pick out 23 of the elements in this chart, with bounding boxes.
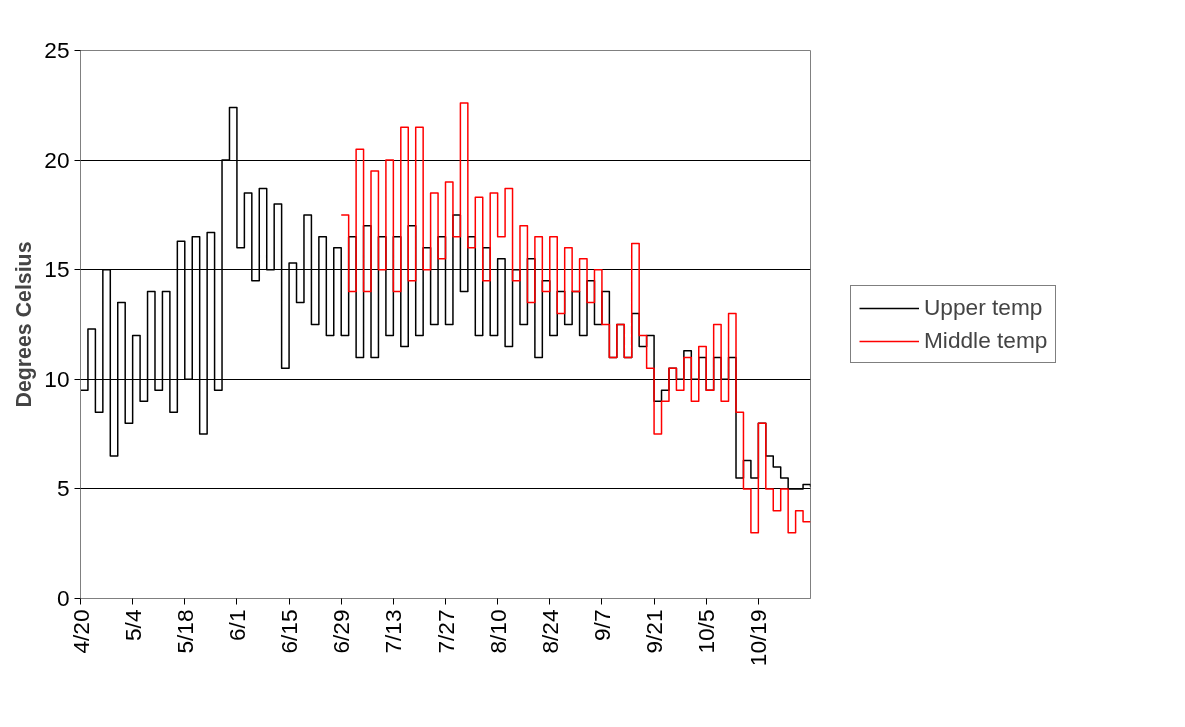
- x-tick-label: 5/18: [171, 609, 198, 654]
- x-tick-label: 10/19: [745, 609, 772, 667]
- y-tick-label: 15: [44, 256, 70, 283]
- y-tick-label: 5: [56, 475, 70, 502]
- x-tick-label: 8/24: [536, 609, 563, 654]
- legend-label: Middle temp: [924, 327, 1048, 354]
- y-axis-title: Degrees Celsius: [12, 241, 37, 408]
- x-tick-label: 7/13: [380, 609, 407, 654]
- legend-label: Upper temp: [924, 294, 1043, 321]
- x-tick-label: 4/20: [67, 609, 94, 654]
- y-tick-label: 25: [44, 37, 70, 63]
- y-tick-label: 20: [44, 146, 70, 173]
- x-tick-label: 7/27: [432, 609, 459, 654]
- y-tick-label: 0: [56, 585, 70, 611]
- x-tick-label: 6/15: [276, 609, 303, 654]
- x-tick-label: 6/29: [328, 609, 355, 654]
- x-tick-label: 9/21: [641, 609, 668, 654]
- y-tick-label: 10: [44, 365, 70, 392]
- x-tick-label: 9/7: [588, 609, 615, 641]
- x-tick-label: 5/4: [119, 609, 146, 641]
- x-tick-label: 10/5: [693, 609, 720, 654]
- x-tick-label: 6/1: [223, 609, 250, 641]
- x-tick-label: 8/10: [484, 609, 511, 654]
